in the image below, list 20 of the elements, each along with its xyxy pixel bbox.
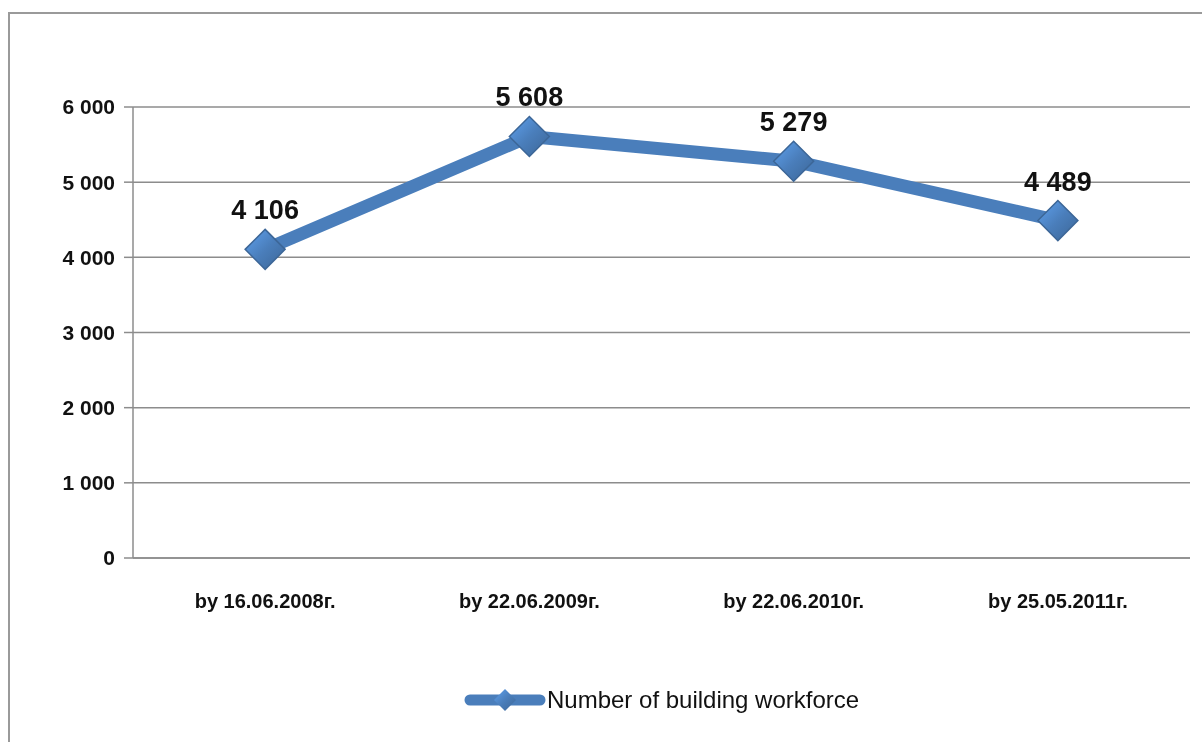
y-tick-label: 1 000 (62, 471, 115, 495)
x-tick-label: by 22.06.2009г. (458, 590, 600, 612)
data-label: 5 279 (759, 107, 828, 138)
point (772, 140, 815, 182)
data-label: 5 608 (495, 82, 564, 113)
point (244, 228, 286, 271)
y-tick-label: 2 000 (62, 396, 115, 420)
x-tick-label: by 16.06.2008г. (194, 590, 336, 612)
data-label: 4 489 (1024, 166, 1092, 197)
y-tick-label: 6 000 (62, 95, 115, 119)
data-label: 4 106 (231, 195, 299, 226)
point (1037, 199, 1079, 242)
y-tick-label: 5 000 (62, 170, 115, 194)
legend-label: Number of building workforce (547, 686, 860, 714)
y-tick-label: 3 000 (62, 320, 115, 344)
point (508, 115, 551, 158)
y-tick-label: 4 000 (62, 245, 115, 269)
x-tick-label: by 25.05.2011г. (987, 590, 1128, 612)
y-tick-label: 0 (103, 546, 115, 570)
x-tick-label: by 22.06.2010г. (723, 590, 865, 612)
